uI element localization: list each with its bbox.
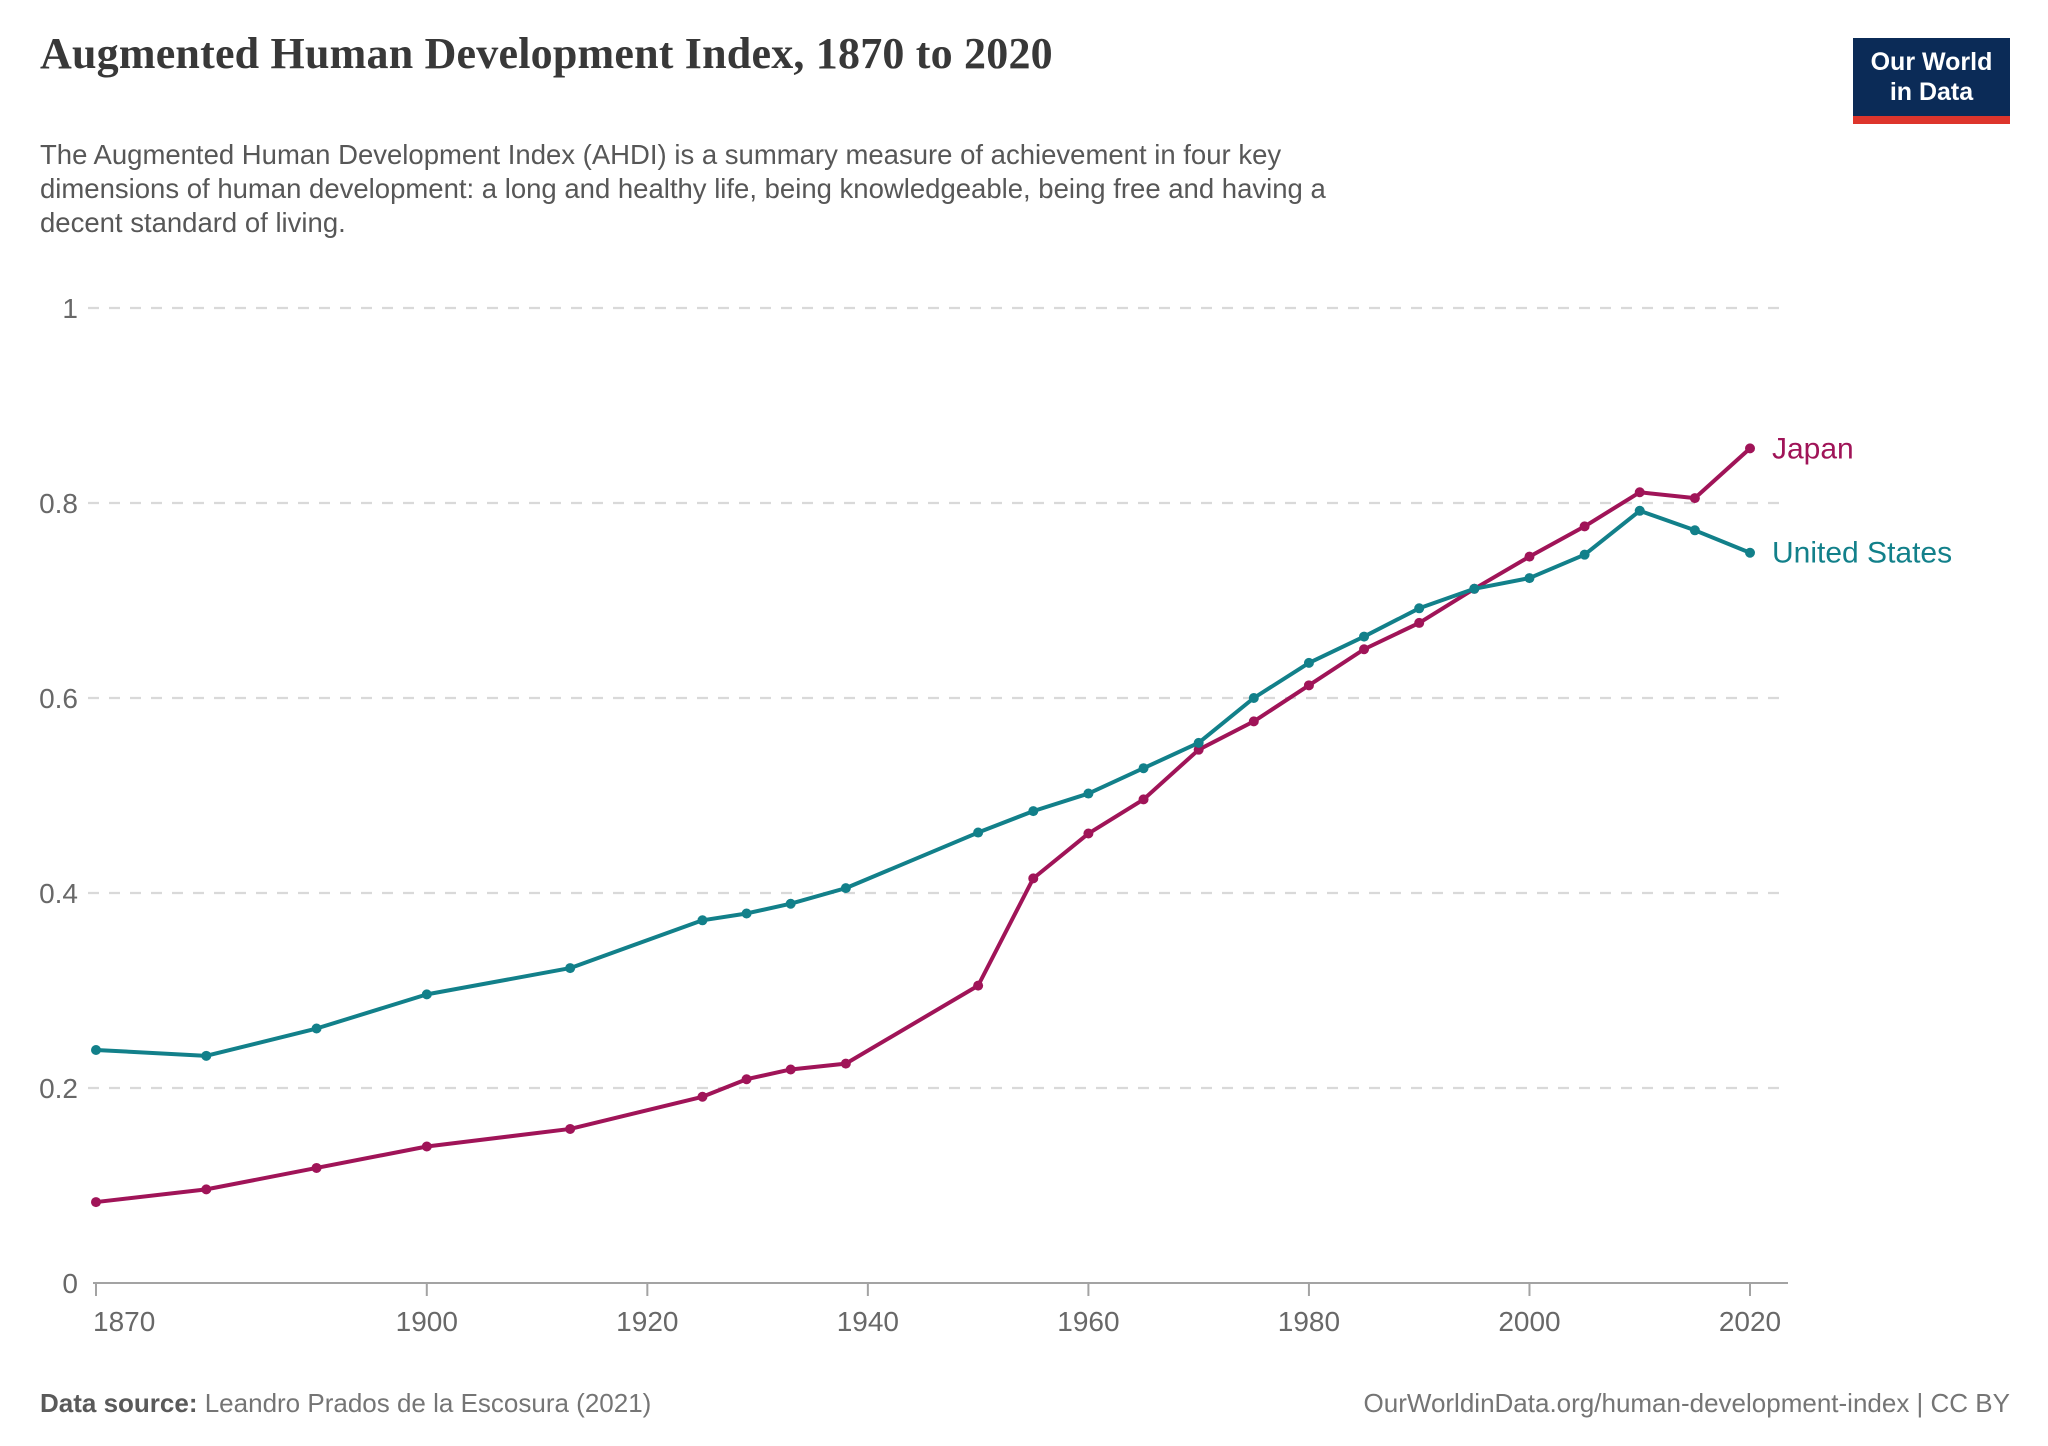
series-dot-japan-1929: [741, 1074, 752, 1085]
series-dot-united-states-1960: [1083, 788, 1094, 799]
owid-logo-line1: Our World: [1870, 48, 1993, 76]
series-dot-united-states-2005: [1579, 549, 1590, 560]
data-source: Data source: Leandro Prados de la Escosu…: [40, 1388, 651, 1419]
y-tick-label-0.2: 0.2: [39, 1073, 78, 1104]
x-tick-label-2020: 2020: [1719, 1306, 1781, 1337]
series-dot-japan-1980: [1303, 680, 1314, 691]
series-dot-japan-2010: [1634, 487, 1645, 498]
chart-title: Augmented Human Development Index, 1870 …: [40, 29, 1053, 78]
series-dot-japan-2005: [1579, 521, 1590, 532]
series-dot-japan-1900: [421, 1141, 432, 1152]
series-dot-united-states-1970: [1193, 737, 1204, 748]
series-dot-united-states-1985: [1359, 631, 1370, 642]
series-dot-japan-2020: [1745, 443, 1755, 454]
series-dot-united-states-1938: [840, 883, 851, 894]
series-dot-japan-1950: [973, 980, 984, 991]
y-tick-label-0.8: 0.8: [39, 488, 78, 519]
series-line-japan[interactable]: [94, 446, 1752, 1205]
series-label-united-states[interactable]: United States: [1772, 537, 1952, 570]
owid-logo-line2: in Data: [1889, 78, 1974, 106]
owid-logo-text: Our World in Data: [1853, 38, 2010, 107]
subtitle-line-1: The Augmented Human Development Index (A…: [40, 139, 1282, 170]
x-tick-label-1980: 1980: [1278, 1306, 1340, 1337]
subtitle-line-3: decent standard of living.: [40, 207, 346, 238]
series-dot-japan-1985: [1359, 644, 1370, 655]
series-dot-japan-1960: [1083, 828, 1094, 839]
series-dot-japan-1890: [311, 1162, 322, 1173]
series-dot-united-states-1990: [1414, 603, 1425, 614]
series-dot-japan-1965: [1138, 794, 1149, 805]
series-line-united-states[interactable]: [94, 508, 1752, 1058]
series-dot-united-states-2010: [1634, 505, 1645, 516]
y-tick-label-0.4: 0.4: [39, 878, 78, 909]
series-dot-japan-2000: [1524, 551, 1535, 562]
series-dot-united-states-1975: [1248, 693, 1259, 703]
x-tick-label-1940: 1940: [837, 1306, 899, 1337]
series-label-japan[interactable]: Japan: [1772, 432, 1854, 465]
data-source-label: Data source:: [40, 1388, 198, 1418]
series-dot-united-states-1925: [697, 915, 708, 926]
series-dot-united-states-2020: [1745, 547, 1755, 558]
series-dot-united-states-1900: [421, 989, 432, 1000]
y-tick-label-0: 0: [62, 1268, 78, 1299]
owid-logo[interactable]: Our World in Data: [1853, 38, 2010, 124]
series-dot-united-states-1955: [1028, 806, 1039, 817]
series-dot-united-states-1933: [785, 898, 796, 909]
data-source-value: Leandro Prados de la Escosura (2021): [197, 1388, 652, 1418]
y-tick-label-1: 1: [62, 293, 78, 324]
series-dot-united-states-1880: [201, 1050, 212, 1061]
series-dot-united-states-1913: [565, 963, 576, 974]
series-dot-united-states-1929: [741, 908, 752, 919]
subtitle-line-2: dimensions of human development: a long …: [40, 173, 1326, 204]
series-dot-united-states-1870: [91, 1044, 101, 1055]
x-tick-label-1870: 1870: [93, 1306, 155, 1337]
series-dot-japan-1938: [840, 1058, 851, 1069]
series-dot-united-states-1950: [973, 827, 984, 838]
series-dot-japan-1933: [785, 1064, 796, 1075]
series-dot-japan-1975: [1248, 716, 1259, 727]
series-dot-japan-1880: [201, 1184, 212, 1195]
series-dot-united-states-2015: [1689, 525, 1700, 536]
attribution[interactable]: OurWorldinData.org/human-development-ind…: [1363, 1388, 2010, 1418]
y-tick-label-0.6: 0.6: [39, 683, 78, 714]
series-dot-japan-1990: [1414, 617, 1425, 628]
x-tick-label-2000: 2000: [1498, 1306, 1560, 1337]
series-dot-united-states-1890: [311, 1023, 322, 1034]
series-dot-united-states-2000: [1524, 573, 1535, 584]
chart-subtitle: The Augmented Human Development Index (A…: [40, 138, 1326, 240]
series-dot-japan-1955: [1028, 873, 1039, 884]
x-tick-label-1920: 1920: [616, 1306, 678, 1337]
series-dot-japan-2015: [1689, 493, 1700, 504]
series-dot-united-states-1995: [1469, 583, 1480, 594]
x-tick-label-1960: 1960: [1057, 1306, 1119, 1337]
series-dot-japan-1870: [91, 1197, 101, 1208]
series-dot-united-states-1980: [1303, 657, 1314, 668]
x-tick-label-1900: 1900: [396, 1306, 458, 1337]
series-dot-japan-1925: [697, 1091, 708, 1102]
series-dot-united-states-1965: [1138, 763, 1149, 774]
series-dot-japan-1913: [565, 1123, 576, 1134]
